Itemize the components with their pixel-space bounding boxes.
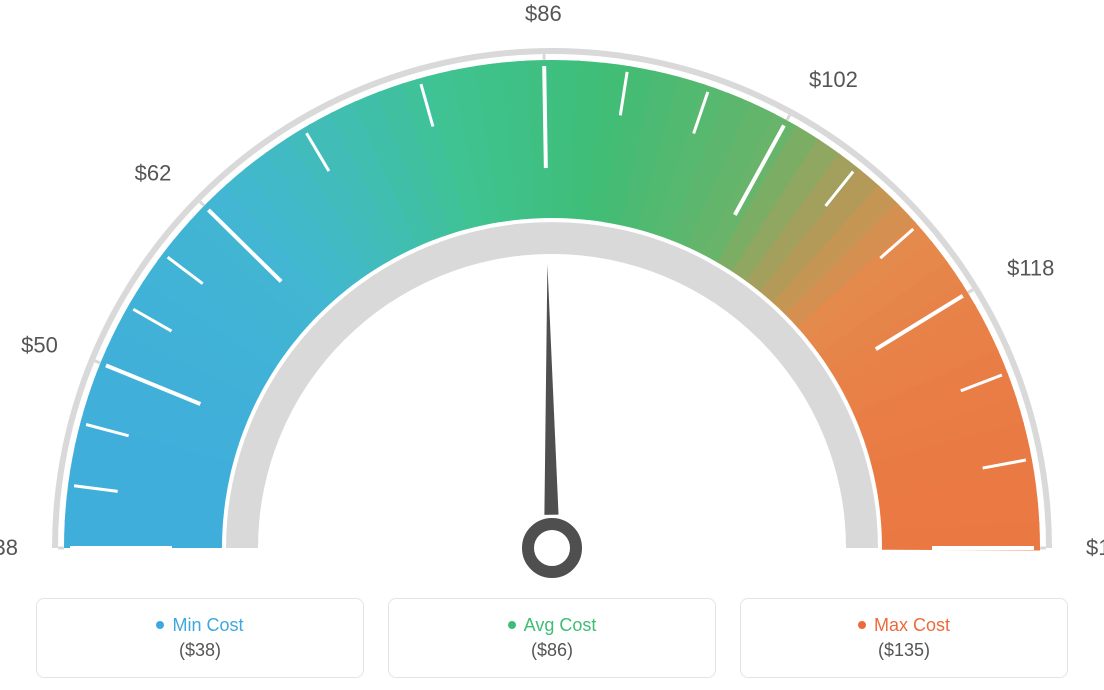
legend-min-title: Min Cost bbox=[156, 615, 243, 636]
legend-card-min: Min Cost ($38) bbox=[36, 598, 364, 678]
svg-text:$135: $135 bbox=[1086, 535, 1104, 560]
legend-avg-label: Avg Cost bbox=[524, 615, 597, 635]
legend-max-dot-icon bbox=[858, 621, 866, 629]
legend-min-dot-icon bbox=[156, 621, 164, 629]
legend-max-title: Max Cost bbox=[858, 615, 950, 636]
svg-text:$86: $86 bbox=[525, 1, 562, 26]
svg-text:$38: $38 bbox=[0, 535, 18, 560]
legend-max-value: ($135) bbox=[878, 640, 930, 661]
legend-row: Min Cost ($38) Avg Cost ($86) Max Cost (… bbox=[0, 598, 1104, 690]
svg-text:$50: $50 bbox=[21, 333, 58, 358]
legend-max-label: Max Cost bbox=[874, 615, 950, 635]
svg-text:$118: $118 bbox=[1007, 256, 1054, 281]
legend-avg-dot-icon bbox=[508, 621, 516, 629]
legend-card-avg: Avg Cost ($86) bbox=[388, 598, 716, 678]
legend-avg-title: Avg Cost bbox=[508, 615, 597, 636]
legend-min-value: ($38) bbox=[179, 640, 221, 661]
gauge-chart: $38 $50 $62 $86 $102 $118 $135 bbox=[0, 0, 1104, 578]
legend-avg-value: ($86) bbox=[531, 640, 573, 661]
legend-card-max: Max Cost ($135) bbox=[740, 598, 1068, 678]
legend-min-label: Min Cost bbox=[172, 615, 243, 635]
svg-text:$102: $102 bbox=[809, 67, 858, 92]
svg-text:$62: $62 bbox=[135, 160, 172, 185]
